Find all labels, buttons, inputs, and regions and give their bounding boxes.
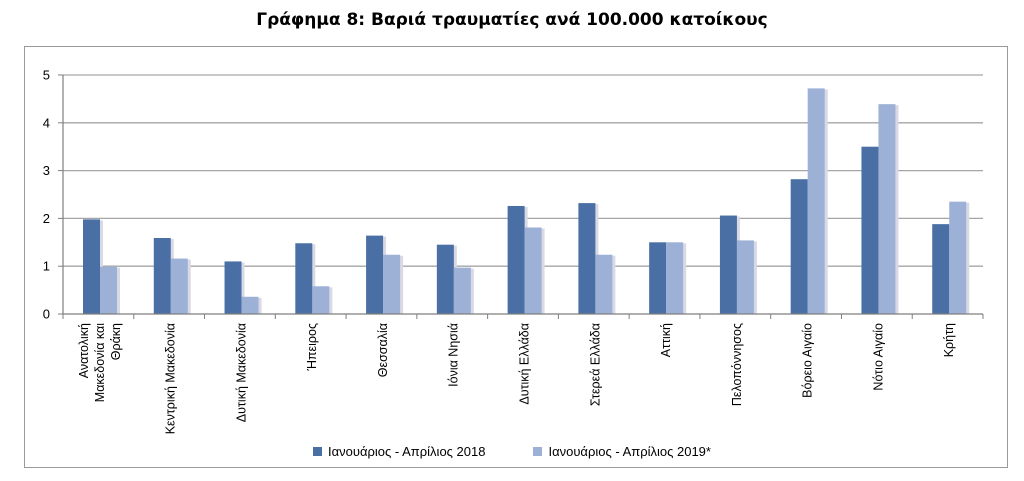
y-tick-label: 3 (43, 163, 50, 178)
x-category-label: Αττική (659, 323, 673, 357)
legend-swatch-2018 (313, 447, 323, 456)
bar (932, 224, 950, 314)
x-category-label-line: Βόρειο Αιγαίο (801, 323, 815, 398)
x-category-label-line: Αττική (659, 323, 673, 357)
x-category-label-line: Ιόνια Νησιά (447, 323, 461, 387)
bar (578, 203, 596, 314)
x-category-label: Ήπειρος (305, 323, 319, 372)
y-tick-label: 1 (43, 259, 50, 274)
bar (170, 258, 188, 314)
x-category-label: Πελοπόννησος (730, 323, 744, 406)
axes (62, 75, 984, 319)
x-category-label-line: Ήπειρος (305, 323, 319, 372)
x-category-label-line: Μακεδονία και (93, 323, 107, 402)
x-category-label-line: Στερεά Ελλάδα (588, 323, 602, 406)
x-category-label: Βόρειο Αιγαίο (801, 323, 815, 398)
bar (295, 243, 313, 314)
bars (83, 88, 970, 315)
y-tick-label: 4 (43, 115, 50, 130)
x-category-label-line: Θράκη (109, 323, 123, 360)
x-category-label: Ανατολική Μακεδονία και Θράκη (77, 323, 123, 402)
bar (241, 296, 259, 314)
bar (719, 215, 737, 314)
bar (312, 286, 330, 314)
x-category-label-line: Νότιο Αιγαίο (871, 323, 885, 391)
y-tick-label: 5 (43, 68, 50, 83)
y-tick-label: 2 (43, 211, 50, 226)
bar (436, 244, 454, 314)
legend-label-2018: Ιανουάριος - Απρίλιος 2018 (328, 444, 486, 459)
bar (453, 267, 471, 314)
y-axis-ticks: 0 1 2 3 4 5 (43, 68, 63, 322)
bar (366, 235, 384, 314)
chart-frame (24, 46, 1008, 468)
x-category-label: Κρήτη (942, 323, 956, 357)
x-category-label-line: Κρήτη (942, 323, 956, 357)
bar (790, 179, 808, 314)
x-category-label-line: Ανατολική (77, 323, 91, 378)
bar (949, 201, 967, 314)
bar (807, 88, 825, 314)
bar (878, 104, 896, 315)
x-category-label-line: Δυτική Ελλάδα (518, 323, 532, 405)
bar (666, 242, 684, 314)
y-tick-label: 0 (43, 307, 50, 322)
category-labels: Ανατολική Μακεδονία και Θράκη Κεντρική Μακε… (77, 323, 956, 435)
bar (524, 227, 542, 314)
x-category-label: Κεντρική Μακεδονία (164, 323, 178, 434)
legend-item-2018: Ιανουάριος - Απρίλιος 2018 (313, 444, 485, 459)
legend-label-2019: Ιανουάριος - Απρίλιος 2019* (548, 444, 711, 459)
bar (736, 240, 754, 314)
x-category-label: Δυτική Ελλάδα (518, 323, 532, 405)
bar (861, 146, 879, 314)
bar (100, 266, 117, 314)
bar (595, 254, 613, 314)
bar (83, 219, 100, 314)
x-category-label: Ιόνια Νησιά (447, 323, 461, 387)
x-category-label: Νότιο Αιγαίο (871, 323, 885, 391)
x-category-label: Δυτική Μακεδονία (234, 323, 248, 422)
bar (153, 237, 171, 314)
x-category-label: Στερεά Ελλάδα (588, 323, 602, 406)
chart-title: Γράφημα 8: Βαριά τραυματίες ανά 100.000 … (256, 10, 768, 30)
x-category-label-line: Κεντρική Μακεδονία (164, 323, 178, 434)
bar (224, 261, 242, 314)
legend-item-2019: Ιανουάριος - Απρίλιος 2019* (533, 444, 711, 459)
bar (507, 205, 525, 314)
bar (383, 254, 401, 314)
legend: Ιανουάριος - Απρίλιος 2018 Ιανουάριος - … (0, 444, 1024, 459)
legend-swatch-2019 (533, 447, 543, 456)
x-category-label-line: Θεσσαλία (376, 323, 390, 377)
x-category-label: Θεσσαλία (376, 323, 390, 377)
x-category-label-line: Δυτική Μακεδονία (234, 323, 248, 422)
bar (649, 242, 667, 314)
x-category-label-line: Πελοπόννησος (730, 323, 744, 406)
